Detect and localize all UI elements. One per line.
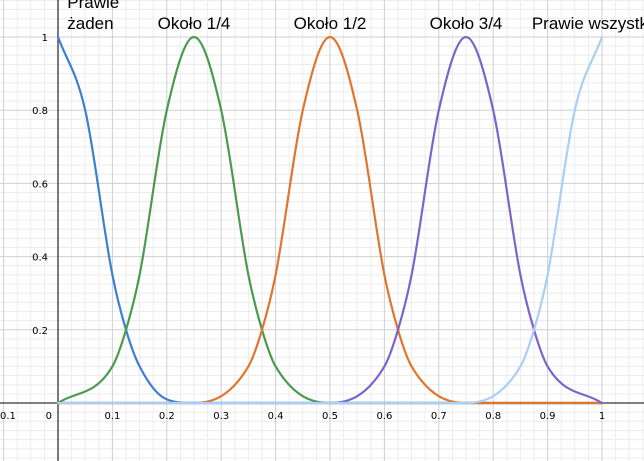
x-tick-label: 0.6 [376, 411, 392, 422]
series-line [56, 35, 604, 405]
y-tick-label: 0.8 [32, 106, 48, 117]
x-tick-label: 0.9 [540, 411, 556, 422]
y-tick-label: 0.4 [32, 253, 48, 264]
series-line [56, 35, 604, 405]
x-tick-label: 0.7 [431, 411, 447, 422]
x-tick-label: 0.1 [0, 411, 16, 422]
series-label: Około 1/2 [294, 14, 367, 33]
x-tick-label: 0.3 [213, 411, 229, 422]
series-line [56, 35, 604, 405]
y-tick-label: 1 [42, 33, 48, 44]
y-tick-label: 0.6 [32, 179, 48, 190]
series-line [56, 35, 604, 405]
series-label: Około 3/4 [430, 14, 503, 33]
x-tick-label: 0 [46, 411, 52, 422]
series-labels: Prawie żaden Około 1/4 Około 1/2 Około 3/4 Pr… [67, 0, 644, 33]
y-tick-label: 0.2 [32, 326, 48, 337]
series-label: Około 1/4 [158, 14, 231, 33]
series-label: Prawie wszystkie [532, 14, 644, 33]
x-tick-label: 1 [599, 411, 605, 422]
x-tick-label: 0.8 [485, 411, 501, 422]
x-tick-label: 0.5 [322, 411, 338, 422]
x-tick-label: 0.4 [268, 411, 284, 422]
x-tick-label: 0.2 [159, 411, 175, 422]
tick-labels: 0.1 0 0.1 0.2 0.3 0.4 0.5 0.6 0.7 0.8 0.9 1 0.2 0.4 0.… [0, 33, 605, 422]
series-lines [56, 35, 604, 405]
x-tick-label: 0.1 [104, 411, 120, 422]
series-label: Prawie żaden [67, 0, 119, 33]
